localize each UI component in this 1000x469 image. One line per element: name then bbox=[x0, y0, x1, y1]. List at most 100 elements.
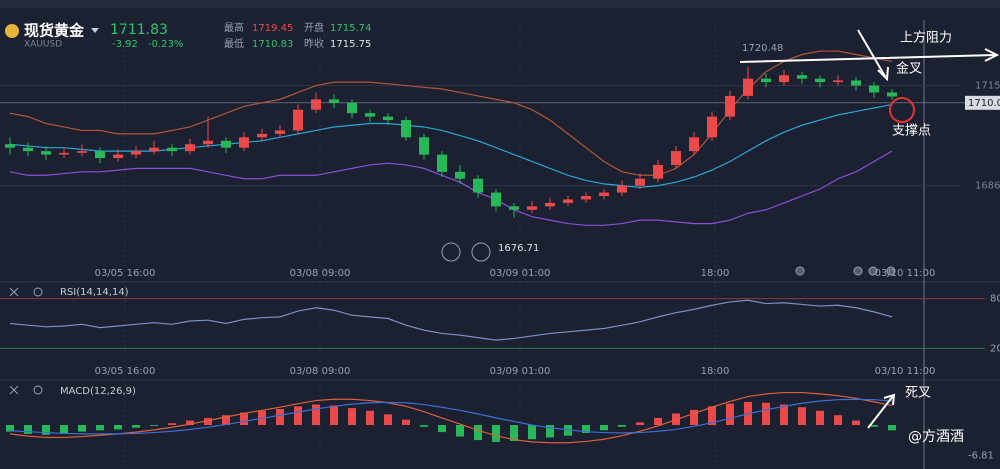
macd-bar bbox=[42, 425, 50, 435]
change-pct: -0.23% bbox=[148, 39, 183, 50]
macd-bar bbox=[276, 409, 284, 425]
candle-body bbox=[743, 78, 753, 96]
support-circle bbox=[889, 97, 915, 123]
watermark: @方酒酒 bbox=[908, 429, 964, 445]
settings-icon[interactable] bbox=[33, 287, 43, 297]
price-tick-label: 1715 bbox=[975, 81, 1000, 92]
candle-body bbox=[329, 99, 339, 103]
nav-dot[interactable] bbox=[795, 266, 805, 276]
price: 1711.83 bbox=[110, 22, 168, 38]
annotation: 支撑点 bbox=[892, 124, 931, 139]
candle-body bbox=[509, 206, 519, 210]
macd-line bbox=[9, 391, 893, 444]
candle-body bbox=[725, 95, 735, 117]
macd-bar bbox=[132, 425, 140, 428]
macd-bar bbox=[708, 406, 716, 425]
candle-body bbox=[581, 195, 591, 200]
pane-icons bbox=[9, 242, 896, 395]
macd-bar bbox=[6, 425, 14, 432]
open-label: 开盘 bbox=[304, 21, 324, 34]
candle-body bbox=[23, 147, 33, 152]
settings-icon[interactable] bbox=[33, 385, 43, 395]
max-label: 1720.48 bbox=[742, 43, 783, 54]
candle-body bbox=[599, 192, 609, 196]
candle-body bbox=[131, 151, 141, 155]
time-label: 18:00 bbox=[701, 366, 730, 377]
candle-body bbox=[797, 75, 807, 79]
time-label: 03/05 16:00 bbox=[95, 366, 156, 377]
symbol: XAUUSD bbox=[24, 40, 62, 50]
macd-bar bbox=[762, 402, 770, 425]
candle-body bbox=[545, 202, 555, 207]
nav-dot[interactable] bbox=[886, 266, 896, 276]
macd-title: MACD(12,26,9) bbox=[60, 386, 136, 397]
nav-dot[interactable] bbox=[868, 266, 878, 276]
macd-bar bbox=[96, 425, 104, 431]
prev-label: 昨收 bbox=[304, 37, 324, 50]
dropdown-icon[interactable] bbox=[91, 28, 99, 33]
candle-body bbox=[419, 137, 429, 155]
zoom-out-button[interactable] bbox=[441, 242, 461, 262]
candle-body bbox=[437, 154, 447, 172]
time-label: 03/09 01:00 bbox=[490, 268, 551, 279]
macd-bar bbox=[474, 425, 482, 441]
candle-body bbox=[887, 92, 897, 97]
close-icon[interactable] bbox=[9, 287, 19, 395]
macd-bar bbox=[60, 425, 68, 433]
macd-bar bbox=[186, 420, 194, 425]
candle-body bbox=[239, 137, 249, 148]
macd-bar bbox=[582, 425, 590, 433]
macd-bar bbox=[636, 422, 644, 425]
rsi-tick-label: 20 bbox=[990, 343, 1000, 354]
macd-bar bbox=[690, 409, 698, 425]
candle-body bbox=[671, 151, 681, 165]
high-label: 最高 bbox=[224, 21, 244, 34]
candle-body bbox=[653, 164, 663, 179]
candle-body bbox=[149, 147, 159, 152]
candle-body bbox=[257, 133, 267, 138]
candle-body bbox=[401, 120, 411, 138]
macd-bar bbox=[888, 425, 896, 431]
candle-body bbox=[167, 147, 177, 152]
candle-body bbox=[563, 199, 573, 203]
back-button[interactable] bbox=[471, 242, 491, 262]
candle-body bbox=[221, 140, 231, 148]
macd-bar bbox=[870, 425, 878, 427]
candle-body bbox=[41, 151, 51, 155]
macd-line bbox=[9, 398, 893, 435]
ticker-strip bbox=[0, 0, 1000, 8]
candle-body bbox=[617, 185, 627, 193]
candle-body bbox=[635, 178, 645, 186]
current-price-label: 1710.0 bbox=[968, 98, 1000, 109]
candle-body bbox=[869, 85, 879, 93]
candle-body bbox=[473, 178, 483, 193]
macd-bar bbox=[402, 419, 410, 425]
price-tag bbox=[965, 95, 1000, 110]
candle-body bbox=[455, 171, 465, 179]
price-tick-label: 1686 bbox=[975, 181, 1000, 192]
instrument-name: 现货黄金 bbox=[24, 22, 85, 40]
macd-bar bbox=[456, 425, 464, 437]
macd-bar bbox=[114, 425, 122, 430]
open: 1715.74 bbox=[330, 23, 371, 34]
macd-bar bbox=[546, 425, 554, 438]
candle-body bbox=[833, 80, 843, 83]
macd-bar bbox=[834, 415, 842, 425]
macd-bar bbox=[348, 408, 356, 425]
arrow bbox=[867, 393, 896, 429]
macd-bar bbox=[24, 425, 32, 434]
candle-body bbox=[5, 144, 15, 148]
high: 1719.45 bbox=[252, 23, 293, 34]
time-label: 03/10 11:00 bbox=[875, 366, 936, 377]
candle-body bbox=[347, 102, 357, 114]
macd-bar bbox=[726, 403, 734, 425]
nav-dot[interactable] bbox=[853, 266, 863, 276]
candle-body bbox=[59, 152, 69, 155]
macd-bar bbox=[438, 425, 446, 433]
annotation: 上方阻力 bbox=[900, 30, 952, 46]
macd-bar bbox=[384, 414, 392, 425]
candle-body bbox=[707, 116, 717, 138]
candle-body bbox=[383, 116, 393, 121]
arrow bbox=[857, 29, 889, 82]
